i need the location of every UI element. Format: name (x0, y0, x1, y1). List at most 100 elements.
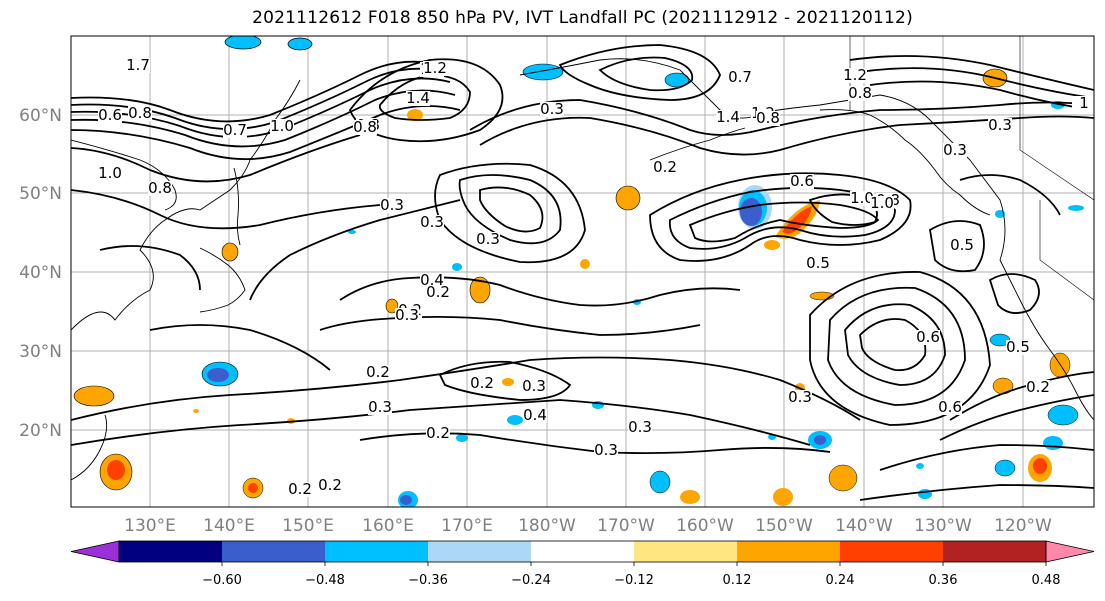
contour-label-bg (288, 482, 312, 497)
contour-label: 0.5 (806, 254, 830, 272)
colorbar-segment (325, 541, 429, 562)
contour-label: 1.7 (126, 56, 150, 74)
contour-label: 0.3 (380, 196, 404, 214)
contour-label: 0.8 (128, 104, 152, 122)
lon-label: 180°W (518, 516, 576, 536)
contour-label: 1.2 (843, 66, 867, 84)
contour-label: 0.6 (98, 106, 122, 124)
shaded-anomalies (73, 36, 1084, 507)
colorbar-tick-labels: −0.60 −0.48 −0.36 −0.24 −0.12 0.12 0.24 0.36 0.4… (202, 562, 1060, 588)
contour-label: 0.6 (790, 172, 814, 190)
colorbar-tick-label: −0.12 (614, 573, 654, 588)
contour-label: 0.3 (476, 230, 500, 248)
lon-label: 130°E (124, 516, 176, 536)
contour-label-bg (756, 111, 780, 126)
contour-label-bg (368, 400, 392, 415)
contour-label-bg (523, 408, 547, 423)
map-border (70, 35, 1095, 508)
contour-label-bg (223, 123, 247, 138)
contour-label: 0.8 (148, 179, 172, 197)
contour-label: 1.0 (850, 189, 874, 207)
colorbar (70, 540, 1095, 563)
contour-label-bg (653, 160, 677, 175)
contour-label-bg (380, 198, 404, 213)
lon-label: 170°W (597, 516, 655, 536)
contour-label: 0.3 (522, 377, 546, 395)
lon-label: 130°W (914, 516, 972, 536)
contour-label-bg (476, 232, 500, 247)
contour-label: 0.2 (470, 374, 494, 392)
colorbar-tick-label: −0.60 (202, 573, 242, 588)
contour-label-bg (406, 91, 430, 106)
contour-label: 0.4 (523, 406, 547, 424)
colorbar-segment (531, 541, 635, 562)
contour-label: 1.0 (870, 194, 894, 212)
contour-label: 1.2 (423, 59, 447, 77)
contour-label-bg (938, 400, 962, 415)
pv-contours (71, 44, 1094, 501)
contour-labels: 1.71.21.40.80.71.00.80.61.00.80.30.30.40… (98, 56, 1094, 498)
contour-label-bg (806, 256, 830, 271)
colorbar-tick-label: −0.36 (408, 573, 448, 588)
contour-label-bg (788, 390, 812, 405)
contour-label-bg (426, 285, 450, 300)
contour-label: 0.3 (420, 213, 444, 231)
contour-label-bg (522, 379, 546, 394)
contour-label-bg (916, 330, 940, 345)
contour-label-bg (943, 143, 967, 158)
lon-label: 140°E (203, 516, 255, 536)
contour-label-bg (128, 106, 152, 121)
colorbar-tick-label: 0.24 (826, 573, 855, 588)
contour-label: 0.3 (395, 306, 419, 324)
contour-label-bg (126, 58, 150, 73)
contour-label-bg (728, 70, 752, 85)
contour-label-bg (148, 181, 172, 196)
colorbar-segment (428, 541, 532, 562)
lon-label: 150°E (282, 516, 334, 536)
contour-label: 1.4 (716, 108, 740, 126)
contour-label: 0.6 (916, 328, 940, 346)
contour-label: 0.2 (366, 363, 390, 381)
contour-label: 0.2 (318, 476, 342, 494)
contour-label-bg (270, 119, 294, 134)
contour-label: 0.8 (756, 109, 780, 127)
contour-label-bg (594, 443, 618, 458)
contour-label: 0.2 (288, 480, 312, 498)
contour-label: 1 (1079, 94, 1089, 112)
contour-label-bg (988, 118, 1012, 133)
contour-label-bg (395, 308, 419, 323)
contour-label: 0.3 (788, 388, 812, 406)
contour-label: 0.4 (420, 271, 444, 289)
contour-label-bg (950, 238, 974, 253)
colorbar-segment (222, 541, 326, 562)
lon-label: 140°W (835, 516, 893, 536)
contour-label: 0.3 (988, 116, 1012, 134)
contour-label-bg (848, 86, 872, 101)
contour-label-bg (420, 215, 444, 230)
contour-label-bg (366, 365, 390, 380)
contour-label: 0.7 (223, 121, 247, 139)
contour-label: 0.5 (1006, 338, 1030, 356)
lon-label: 160°W (676, 516, 734, 536)
colorbar-tick-label: −0.24 (511, 573, 551, 588)
lat-label: 50°N (19, 184, 62, 204)
contour-label: 0.2 (426, 424, 450, 442)
contour-label: 0.8 (848, 84, 872, 102)
lon-label: 120°W (994, 516, 1052, 536)
contour-label: 0.2 (426, 283, 450, 301)
contour-label-bg (540, 102, 564, 117)
contour-label: 1.4 (406, 89, 430, 107)
colorbar-extend-min (70, 540, 120, 563)
contour-label-bg (843, 68, 867, 83)
contour-label: 0.2 (653, 158, 677, 176)
map-title: 2021112612 F018 850 hPa PV, IVT Landfall… (252, 8, 913, 28)
contour-label-bg (1026, 380, 1050, 395)
contour-label-bg (318, 478, 342, 493)
colorbar-segment (119, 541, 223, 562)
lon-label: 150°W (755, 516, 813, 536)
contour-label-bg (420, 273, 444, 288)
contour-label-bg (1072, 96, 1094, 111)
colorbar-segment (634, 541, 738, 562)
colorbar-segment (840, 541, 944, 562)
colorbar-tick-label: 0.12 (723, 573, 752, 588)
